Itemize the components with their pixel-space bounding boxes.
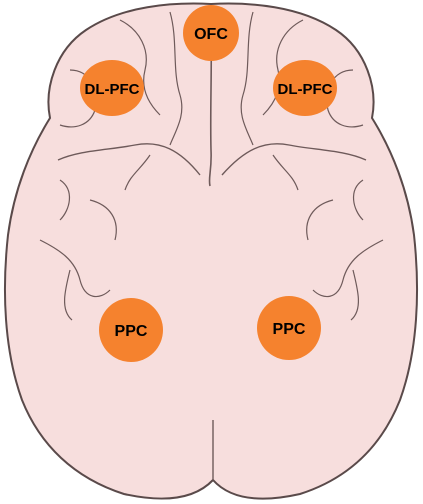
region-marker bbox=[257, 296, 321, 360]
frontal-boundary-right bbox=[221, 143, 367, 176]
region-dlpfc-right: DL-PFC bbox=[273, 60, 337, 116]
frontal-boundary-left bbox=[57, 143, 201, 176]
region-ppc-right: PPC bbox=[257, 296, 321, 360]
gyri-right bbox=[240, 11, 384, 321]
gyri-left bbox=[39, 11, 183, 321]
region-dlpfc-left: DL-PFC bbox=[80, 60, 144, 116]
region-marker bbox=[183, 5, 239, 61]
region-ofc: OFC bbox=[183, 5, 239, 61]
region-label-ppc-left: PPC bbox=[115, 323, 148, 340]
region-label-ofc: OFC bbox=[194, 26, 228, 43]
region-label-dlpfc-left: DL-PFC bbox=[85, 81, 140, 98]
region-marker bbox=[99, 298, 163, 362]
region-label-ppc-right: PPC bbox=[273, 321, 306, 338]
region-label-dlpfc-right: DL-PFC bbox=[278, 81, 333, 98]
region-ppc-left: PPC bbox=[99, 298, 163, 362]
region-marker bbox=[273, 60, 337, 116]
region-marker bbox=[80, 60, 144, 116]
